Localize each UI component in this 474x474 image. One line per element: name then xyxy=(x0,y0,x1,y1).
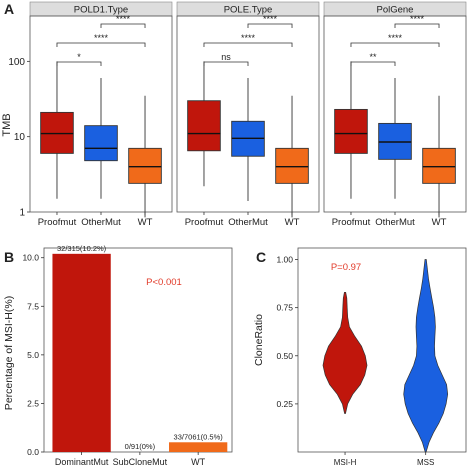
box-body xyxy=(128,147,162,184)
panel-letter-c: C xyxy=(256,249,266,265)
significance-bracket-1-2: ns xyxy=(203,52,249,66)
ytick-label: 0.50 xyxy=(276,351,293,361)
facet-title: PolGene xyxy=(377,5,414,16)
bracket-line xyxy=(394,23,440,28)
xtick-label: OtherMut xyxy=(375,217,415,228)
ytick-label: 1.00 xyxy=(276,255,293,265)
box-proofmut xyxy=(40,61,74,199)
box-othermut xyxy=(231,78,265,201)
xtick-label: WT xyxy=(191,457,205,467)
significance-label: **** xyxy=(94,33,109,43)
box-body xyxy=(84,125,118,162)
xtick-label: WT xyxy=(285,217,300,228)
significance-label: * xyxy=(77,52,81,62)
panel-a-ylabel: TMB xyxy=(1,113,13,136)
significance-bracket-1-2: * xyxy=(56,52,102,66)
box-body xyxy=(422,147,456,184)
significance-bracket-1-2: ** xyxy=(350,52,396,66)
significance-label: **** xyxy=(241,33,256,43)
panel-b-bar-chart: 0.0 2.5 5.0 7.5 10.0 32/315(10.2%) DominantMut… xyxy=(22,244,233,467)
box-body xyxy=(275,147,309,184)
significance-label: **** xyxy=(116,14,131,24)
xtick-label: WT xyxy=(138,217,153,228)
xtick-label: SubCloneMut xyxy=(113,457,168,467)
bracket-line xyxy=(203,42,293,47)
bracket-line xyxy=(56,42,146,47)
xtick-label: OtherMut xyxy=(228,217,268,228)
ytick-label: 7.5 xyxy=(27,301,39,311)
xtick-label: OtherMut xyxy=(81,217,121,228)
significance-bracket-1-3: **** xyxy=(350,33,440,47)
significance-label: ns xyxy=(221,52,231,62)
panel-a-ytick-label: 1 xyxy=(19,208,25,219)
box-proofmut xyxy=(334,61,368,199)
panel-a-ytick-label: 100 xyxy=(8,57,25,68)
box-proofmut xyxy=(187,61,221,187)
xtick-label: WT xyxy=(432,217,447,228)
bar-wt xyxy=(169,442,228,452)
significance-label: ** xyxy=(369,52,377,62)
bar-label: 0/91(0%) xyxy=(125,442,156,451)
bar-label: 32/315(10.2%) xyxy=(57,244,107,253)
ytick-label: 2.5 xyxy=(27,398,39,408)
significance-bracket-1-3: **** xyxy=(203,33,293,47)
box-wt xyxy=(275,95,309,218)
panel-letter-a: A xyxy=(4,1,14,17)
panel-c-ylabel: CloneRatio xyxy=(253,314,265,366)
xtick-label: Proofmut xyxy=(332,217,371,228)
bracket-line xyxy=(350,61,396,66)
panel-b-ylabel: Percentage of MSI-H(%) xyxy=(3,296,15,410)
ytick-label: 0.0 xyxy=(27,447,39,457)
p-value-annotation: P=0.97 xyxy=(331,262,361,273)
facet-2: POLE.Type Proofmut OtherMut WT ns **** **** xyxy=(176,1,320,228)
panel-letter-b: B xyxy=(4,249,14,265)
significance-label: **** xyxy=(410,14,425,24)
bracket-line xyxy=(247,23,293,28)
bracket-line xyxy=(203,61,249,66)
ytick-label: 5.0 xyxy=(27,350,39,360)
panel-c-violin-plot: 0.25 0.50 0.75 1.00 MSI-H MSS P=0.97 xyxy=(276,247,467,467)
bar-label: 33/7061(0.5%) xyxy=(174,432,224,441)
xtick-label: Proofmut xyxy=(185,217,224,228)
xtick-label: MSS xyxy=(417,458,434,467)
bracket-line xyxy=(100,23,146,28)
violin-mss xyxy=(403,259,449,453)
xtick-label: Proofmut xyxy=(38,217,77,228)
xtick-label: DominantMut xyxy=(55,457,109,467)
bar-dominantmut xyxy=(52,253,111,452)
box-wt xyxy=(422,95,456,218)
plot-frame xyxy=(43,247,233,453)
significance-label: **** xyxy=(388,33,403,43)
bracket-line xyxy=(350,42,440,47)
violin-msi-h xyxy=(322,291,368,414)
box-wt xyxy=(128,95,162,218)
ytick-label: 0.25 xyxy=(276,399,293,409)
significance-bracket-1-3: **** xyxy=(56,33,146,47)
facet-title: POLE.Type xyxy=(224,5,273,16)
ytick-label: 10.0 xyxy=(22,253,39,263)
significance-bracket-2-3: **** xyxy=(100,14,146,28)
significance-label: **** xyxy=(263,14,278,24)
significance-bracket-2-3: **** xyxy=(394,14,440,28)
box-body xyxy=(334,108,368,154)
box-othermut xyxy=(378,78,412,199)
ytick-label: 0.75 xyxy=(276,303,293,313)
significance-bracket-2-3: **** xyxy=(247,14,293,28)
box-othermut xyxy=(84,78,118,199)
bracket-line xyxy=(56,61,102,66)
p-value-annotation: P<0.001 xyxy=(146,277,182,288)
panel-a-ytick-label: 10 xyxy=(14,132,26,143)
plot-frame xyxy=(297,247,467,453)
box-body xyxy=(187,100,221,152)
facet-title: POLD1.Type xyxy=(74,5,128,16)
xtick-label: MSI-H xyxy=(334,458,357,467)
